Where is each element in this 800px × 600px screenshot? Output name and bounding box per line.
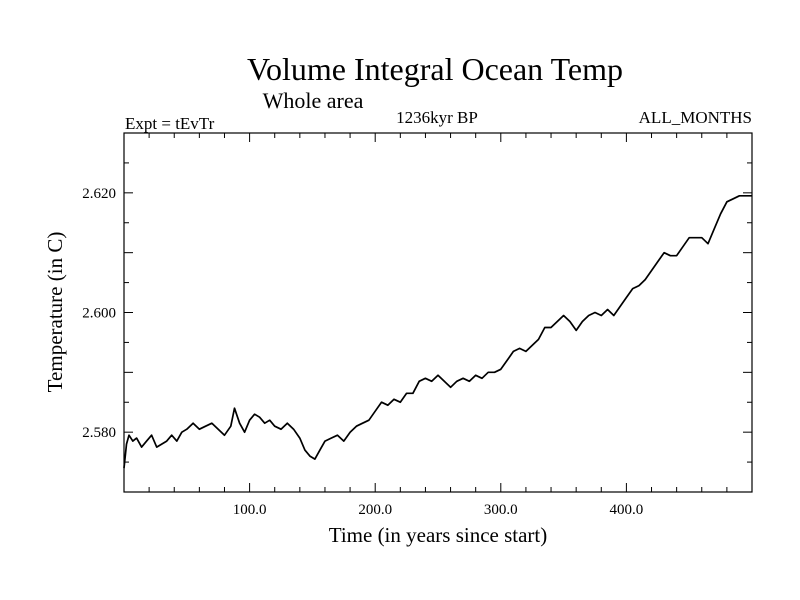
chart-title: Volume Integral Ocean Temp: [247, 51, 623, 87]
x-tick-label: 400.0: [610, 502, 644, 518]
x-axis-ticks: [148, 133, 728, 492]
y-tick-label: 2.600: [82, 306, 116, 322]
months-label: ALL_MONTHS: [639, 108, 752, 127]
x-axis-tick-labels: 100.0 200.0 300.0 400.0: [233, 502, 644, 518]
y-axis-ticks: [124, 162, 752, 463]
x-tick-label: 200.0: [358, 502, 392, 518]
experiment-label: Expt = tEvTr: [125, 114, 215, 133]
series-line: [123, 194, 752, 469]
y-tick-label: 2.620: [82, 186, 116, 202]
x-axis-label: Time (in years since start): [329, 523, 548, 547]
x-tick-label: 300.0: [484, 502, 518, 518]
y-axis-tick-labels: 2.580 2.600 2.620: [82, 186, 116, 441]
plot-frame: [123, 132, 753, 493]
y-axis-label: Temperature (in C): [43, 232, 67, 393]
y-tick-label: 2.580: [82, 425, 116, 441]
chart-subtitle: Whole area: [263, 88, 364, 113]
period-label: 1236kyr BP: [396, 108, 478, 127]
x-tick-label: 100.0: [233, 502, 267, 518]
